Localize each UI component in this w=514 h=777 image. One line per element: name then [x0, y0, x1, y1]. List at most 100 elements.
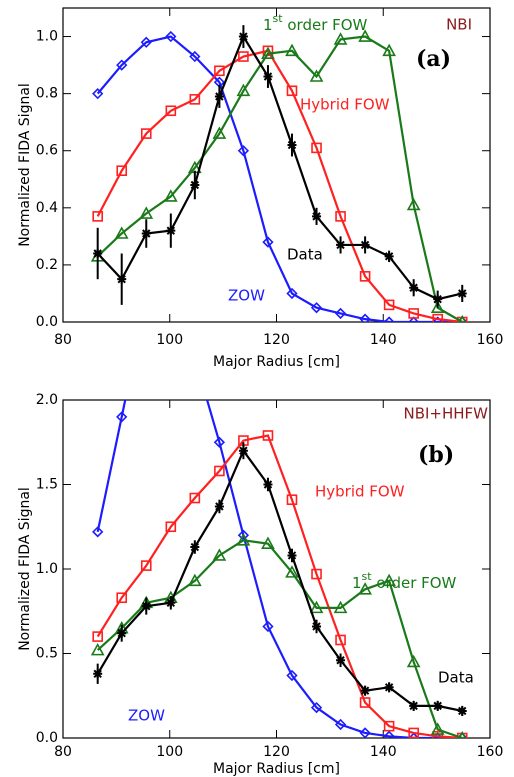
series-line — [96, 434, 463, 738]
y-tick-label: 1.0 — [36, 29, 58, 45]
plot-area — [90, 294, 468, 738]
marker — [140, 128, 152, 139]
marker — [457, 288, 467, 298]
marker — [433, 701, 443, 711]
marker — [310, 701, 323, 714]
marker — [285, 43, 299, 57]
marker — [383, 299, 395, 311]
x-tick-label: 120 — [263, 332, 290, 348]
x-tick-label: 120 — [263, 744, 290, 760]
series-label-part: st — [273, 12, 284, 25]
y-tick-label: 0.8 — [36, 86, 58, 102]
marker — [190, 542, 200, 552]
series-label: Hybrid FOW — [300, 96, 390, 114]
marker — [92, 631, 103, 642]
marker — [312, 211, 322, 221]
y-tick-label: 0.0 — [36, 730, 58, 746]
marker — [312, 621, 322, 631]
series-label-part: order FOW — [283, 16, 368, 34]
series-line — [96, 49, 463, 322]
panel-tag: NBI+HHFW — [403, 405, 488, 423]
marker — [336, 655, 346, 665]
marker — [309, 69, 324, 82]
marker — [190, 353, 199, 362]
marker — [140, 560, 152, 571]
marker — [93, 669, 103, 679]
marker — [213, 436, 226, 448]
panel-tag: NBI — [446, 16, 472, 34]
marker — [286, 85, 298, 97]
marker — [286, 669, 298, 682]
marker — [262, 620, 274, 633]
marker — [359, 313, 371, 322]
panel-label: (b) — [418, 442, 454, 468]
marker — [311, 568, 322, 580]
marker — [166, 226, 176, 236]
marker — [286, 287, 298, 300]
marker — [165, 30, 177, 43]
marker — [92, 211, 103, 222]
marker — [430, 300, 445, 314]
x-tick-label: 140 — [370, 744, 397, 760]
marker — [166, 598, 176, 608]
series-line — [96, 35, 463, 322]
marker — [430, 722, 445, 735]
marker — [90, 642, 105, 656]
marker — [359, 271, 371, 282]
x-tick-label: 140 — [370, 332, 397, 348]
marker — [141, 601, 151, 611]
x-tick-label: 80 — [54, 332, 72, 348]
marker — [189, 94, 201, 105]
marker — [309, 600, 324, 614]
marker — [287, 140, 297, 150]
marker — [116, 592, 128, 604]
marker — [286, 494, 298, 506]
marker — [165, 521, 177, 533]
marker — [238, 446, 248, 456]
marker — [166, 294, 175, 303]
marker — [287, 550, 297, 560]
y-axis-title: Normalized FIDA Signal — [17, 487, 33, 651]
y-tick-label: 0.5 — [36, 646, 58, 662]
x-axis-title: Major Radius [cm] — [213, 354, 340, 370]
series-label-part: st — [362, 570, 373, 583]
series-label: ZOW — [228, 287, 265, 305]
marker — [406, 654, 421, 668]
y-tick-label: 0.4 — [36, 200, 58, 216]
marker — [142, 294, 151, 303]
marker — [384, 682, 394, 692]
series-label: Data — [287, 246, 323, 264]
marker — [212, 548, 227, 561]
marker — [140, 36, 152, 48]
x-tick-label: 100 — [156, 332, 183, 348]
marker — [409, 283, 419, 293]
marker — [116, 59, 128, 71]
marker — [262, 236, 274, 248]
y-tick-label: 2.0 — [36, 392, 58, 408]
marker — [263, 480, 273, 489]
x-tick-label: 160 — [477, 332, 504, 348]
marker — [189, 50, 201, 63]
plot-area — [90, 25, 468, 322]
marker — [214, 65, 225, 77]
series-label: 1st order FOW — [263, 12, 368, 34]
marker — [384, 251, 394, 261]
series-label: 1st order FOW — [352, 570, 457, 592]
marker — [333, 600, 348, 614]
marker — [359, 727, 371, 738]
marker — [92, 526, 104, 538]
y-tick-label: 1.5 — [36, 477, 58, 493]
series-label-part: order FOW — [372, 574, 457, 592]
marker — [409, 701, 419, 711]
series-label-part: 1 — [352, 574, 362, 592]
y-tick-label: 1.0 — [36, 561, 58, 577]
marker — [360, 240, 370, 250]
marker — [433, 294, 443, 304]
marker — [214, 501, 224, 511]
x-tick-label: 80 — [54, 744, 72, 760]
marker — [383, 730, 395, 738]
marker — [116, 165, 128, 177]
marker — [360, 686, 370, 696]
marker — [238, 32, 248, 42]
panel-label: (a) — [416, 46, 451, 72]
